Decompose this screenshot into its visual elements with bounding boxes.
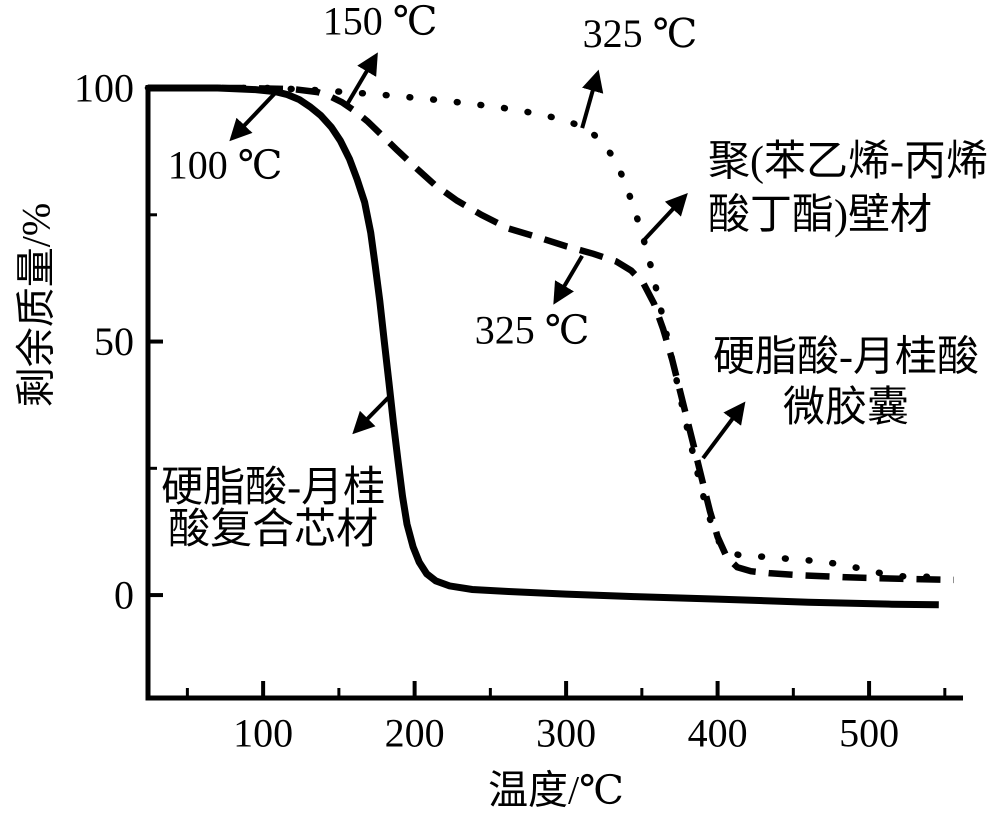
x-tick-label: 300 (536, 711, 596, 756)
annotation-text-label-microcapsules: 硬脂酸-月桂酸 (713, 334, 979, 380)
y-tick-label: 50 (94, 319, 134, 364)
annotation-text-label-core-material: 酸复合芯材 (168, 507, 378, 553)
annotation-text-label-wall-material: 聚(苯乙烯-丙烯 (708, 139, 988, 185)
annotation-text-label-wall-material: 酸丁酯)壁材 (708, 192, 932, 238)
annotation-arrow-temp-325-capsule (553, 254, 584, 305)
y-tick-label: 100 (74, 66, 134, 111)
x-tick-label: 500 (839, 711, 899, 756)
annotation-text-temp-325-capsule: 325 ℃ (475, 307, 590, 352)
x-tick-label: 100 (233, 711, 293, 756)
x-axis-title: 温度/℃ (488, 768, 624, 813)
x-tick-label: 400 (688, 711, 748, 756)
annotation-text-temp-150: 150 ℃ (323, 0, 438, 44)
annotation-text-temp-100: 100 ℃ (168, 143, 283, 188)
annotation-arrow-label-core-material (352, 396, 390, 435)
annotation-arrow-temp-325-wall (580, 69, 604, 129)
curve-core-material (148, 84, 939, 609)
annotation-text-temp-325-wall: 325 ℃ (583, 11, 698, 56)
annotation-text-label-core-material: 硬脂酸-月桂 (161, 465, 385, 511)
y-axis-title: 剩余质量/% (14, 203, 59, 407)
y-tick-label: 0 (114, 573, 134, 618)
annotation-arrow-temp-150 (343, 52, 378, 109)
annotation-arrow-label-microcapsules (701, 401, 746, 460)
annotation-text-label-microcapsules: 微胶囊 (783, 384, 909, 431)
curve-microcapsules (148, 84, 954, 584)
x-tick-label: 200 (385, 711, 445, 756)
annotation-arrow-label-wall-material (641, 193, 688, 243)
axes-spine (145, 85, 963, 701)
curve-wall-material (144, 84, 953, 581)
annotation-arrow-temp-100 (229, 91, 277, 142)
